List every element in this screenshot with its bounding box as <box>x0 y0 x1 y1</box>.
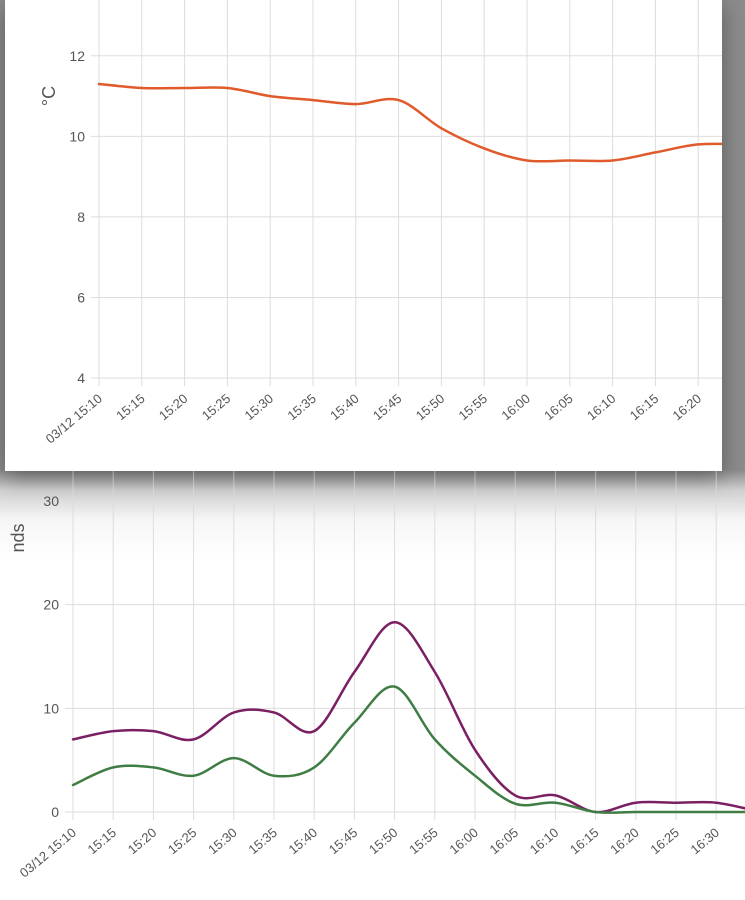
x-tick-label: 15:30 <box>242 391 277 423</box>
x-tick-label: 16:00 <box>446 825 481 857</box>
y-axis-title: °C <box>39 86 59 106</box>
purple-series-line <box>71 621 745 814</box>
x-tick-label: 16:20 <box>670 391 705 423</box>
x-tick-label: 16:30 <box>688 825 723 857</box>
x-tick-label: 16:25 <box>647 825 682 857</box>
x-tick-label: 15:30 <box>205 825 240 857</box>
x-tick-label: 03/12 15:10 <box>43 391 105 447</box>
x-tick-label: 15:45 <box>326 825 361 857</box>
green-series-line <box>71 685 745 814</box>
x-tick-label: 15:40 <box>286 825 321 857</box>
x-tick-label: 15:50 <box>366 825 401 857</box>
x-tick-label: 15:35 <box>284 391 319 423</box>
y-tick-label: 20 <box>43 597 59 613</box>
x-tick-label: 15:15 <box>85 825 120 857</box>
temperature-line <box>97 82 722 163</box>
x-tick-label: 03/12 15:10 <box>17 825 79 881</box>
x-tick-label: 15:15 <box>113 391 148 423</box>
y-tick-label: 0 <box>51 804 59 820</box>
y-tick-label: 30 <box>43 493 59 509</box>
x-tick-label: 15:25 <box>165 825 200 857</box>
x-tick-label: 15:20 <box>156 391 191 423</box>
y-tick-label: 10 <box>43 700 59 716</box>
x-tick-label: 16:05 <box>541 391 576 423</box>
y-axis-title: nds <box>8 523 28 552</box>
x-tick-label: 15:40 <box>327 391 362 423</box>
x-tick-label: 16:10 <box>527 825 562 857</box>
x-tick-label: 16 <box>742 825 745 846</box>
x-tick-label: 15:20 <box>125 825 160 857</box>
x-tick-label: 16:05 <box>487 825 522 857</box>
y-tick-label: 4 <box>77 370 85 386</box>
y-tick-label: 6 <box>77 289 85 305</box>
x-tick-label: 15:35 <box>245 825 280 857</box>
x-tick-label: 15:25 <box>199 391 234 423</box>
x-tick-label: 15:45 <box>370 391 405 423</box>
x-tick-label: 16:00 <box>498 391 533 423</box>
temperature-chart: 12 10 8 6 4 °C 03/12 15:10 15:15 15:20 15:25 15:30… <box>39 0 722 447</box>
temperature-chart-card: 12 10 8 6 4 °C 03/12 15:10 15:15 15:20 15:25 15:30… <box>5 0 722 471</box>
x-tick-label: 15:50 <box>413 391 448 423</box>
y-tick-label: 8 <box>77 209 85 225</box>
y-tick-label: 12 <box>69 48 85 64</box>
x-tick-label: 16:15 <box>567 825 602 857</box>
x-tick-label: 16:20 <box>607 825 642 857</box>
x-tick-label: 15:55 <box>406 825 441 857</box>
y-tick-label: 10 <box>69 128 85 144</box>
x-tick-label: 16:10 <box>584 391 619 423</box>
x-tick-label: 15:55 <box>456 391 491 423</box>
x-tick-label: 16:15 <box>627 391 662 423</box>
